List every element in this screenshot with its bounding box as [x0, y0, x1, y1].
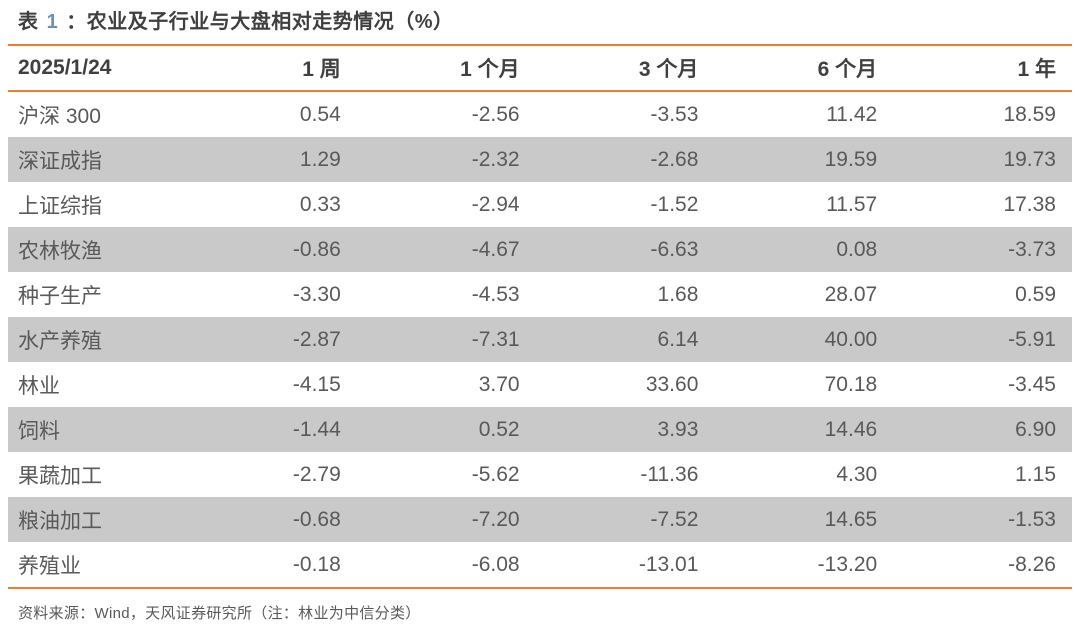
table-row: 饲料 -1.44 0.52 3.93 14.46 6.90	[8, 407, 1072, 452]
cell-value: -3.73	[1008, 237, 1056, 261]
cell-value: 3.70	[478, 372, 520, 396]
cell-value: -3.53	[650, 102, 699, 126]
row-label: 深证成指	[18, 149, 102, 173]
table-row: 果蔬加工 -2.79 -5.62 -11.36 4.30 1.15	[8, 452, 1072, 497]
cell-value: 19.59	[824, 147, 878, 171]
table-title-prefix: 表	[18, 11, 39, 33]
table-title-text: ：农业及子行业与大盘相对走势情况（%）	[66, 11, 454, 33]
cell-value: 1.68	[657, 282, 699, 306]
table-title-number: 1	[46, 11, 59, 33]
table-row: 水产养殖 -2.87 -7.31 6.14 40.00 -5.91	[8, 317, 1072, 362]
cell-value: 11.42	[826, 102, 878, 126]
row-label: 种子生产	[18, 284, 102, 308]
cell-value: 0.59	[1015, 282, 1056, 306]
cell-value: -4.67	[471, 237, 520, 261]
header-1y: 1 年	[893, 45, 1072, 92]
cell-value: 14.46	[824, 417, 878, 441]
table-row: 种子生产 -3.30 -4.53 1.68 28.07 0.59	[8, 272, 1072, 317]
cell-value: -1.52	[650, 192, 699, 216]
cell-value: 6.14	[657, 327, 699, 351]
relative-performance-table: 2025/1/24 1 周 1 个月 3 个月 6 个月 1 年 沪深 300 …	[8, 44, 1072, 589]
cell-value: -4.15	[292, 372, 341, 396]
relative-performance-table-wrap: 2025/1/24 1 周 1 个月 3 个月 6 个月 1 年 沪深 300 …	[8, 44, 1072, 589]
cell-value: -13.01	[638, 552, 699, 576]
cell-value: -2.87	[292, 327, 341, 351]
cell-value: 0.54	[299, 102, 341, 126]
cell-value: -13.20	[817, 552, 878, 576]
cell-value: -2.56	[471, 102, 520, 126]
cell-value: 6.90	[1015, 417, 1056, 441]
cell-value: -3.45	[1008, 372, 1056, 396]
cell-value: 19.73	[1003, 147, 1056, 171]
header-6m: 6 个月	[714, 45, 894, 92]
table-row: 深证成指 1.29 -2.32 -2.68 19.59 19.73	[8, 137, 1072, 182]
table-title: 表 1 ：农业及子行业与大盘相对走势情况（%）	[0, 0, 1080, 35]
row-label: 农林牧渔	[18, 239, 102, 263]
cell-value: -7.20	[471, 507, 520, 531]
cell-value: -11.36	[640, 462, 699, 486]
header-3m: 3 个月	[535, 45, 715, 92]
cell-value: -2.79	[292, 462, 341, 486]
cell-value: -3.30	[292, 282, 341, 306]
cell-value: 4.30	[836, 462, 878, 486]
table-row: 农林牧渔 -0.86 -4.67 -6.63 0.08 -3.73	[8, 227, 1072, 272]
header-row: 2025/1/24 1 周 1 个月 3 个月 6 个月 1 年	[8, 45, 1072, 92]
table-row: 粮油加工 -0.68 -7.20 -7.52 14.65 -1.53	[8, 497, 1072, 542]
cell-value: 1.29	[299, 147, 341, 171]
header-1w: 1 周	[178, 45, 357, 92]
cell-value: 17.38	[1003, 192, 1056, 216]
table-header: 2025/1/24 1 周 1 个月 3 个月 6 个月 1 年	[8, 45, 1072, 92]
cell-value: -5.62	[471, 462, 520, 486]
source-note: 资料来源：Wind，天风证券研究所（注：林业为中信分类）	[18, 605, 421, 622]
row-label: 养殖业	[18, 554, 81, 578]
row-label: 果蔬加工	[18, 464, 102, 488]
cell-value: -0.18	[292, 552, 341, 576]
cell-value: 33.60	[645, 372, 699, 396]
row-label: 水产养殖	[18, 329, 102, 353]
cell-value: 11.57	[826, 192, 878, 216]
cell-value: -0.86	[292, 237, 341, 261]
cell-value: 1.15	[1015, 462, 1056, 486]
row-label: 沪深 300	[18, 104, 101, 128]
cell-value: 0.08	[836, 237, 878, 261]
table-row: 上证综指 0.33 -2.94 -1.52 11.57 17.38	[8, 182, 1072, 227]
cell-value: -7.31	[471, 327, 520, 351]
cell-value: 70.18	[824, 372, 878, 396]
cell-value: -0.68	[292, 507, 341, 531]
cell-value: 0.52	[478, 417, 520, 441]
cell-value: 3.93	[657, 417, 699, 441]
table-row: 养殖业 -0.18 -6.08 -13.01 -13.20 -8.26	[8, 542, 1072, 588]
cell-value: -4.53	[471, 282, 520, 306]
cell-value: 0.33	[299, 192, 341, 216]
row-label: 上证综指	[18, 194, 102, 218]
cell-value: -8.26	[1008, 552, 1056, 576]
cell-value: -2.68	[650, 147, 699, 171]
table-row: 林业 -4.15 3.70 33.60 70.18 -3.45	[8, 362, 1072, 407]
cell-value: 40.00	[824, 327, 878, 351]
header-1m: 1 个月	[356, 45, 536, 92]
header-date: 2025/1/24	[8, 45, 178, 92]
row-label: 粮油加工	[18, 509, 102, 533]
cell-value: -1.53	[1008, 507, 1056, 531]
cell-value: 18.59	[1003, 102, 1056, 126]
cell-value: 14.65	[824, 507, 878, 531]
cell-value: -6.63	[650, 237, 699, 261]
cell-value: -5.91	[1008, 327, 1056, 351]
row-label: 林业	[18, 374, 60, 398]
cell-value: 28.07	[824, 282, 878, 306]
cell-value: -6.08	[471, 552, 520, 576]
cell-value: -2.94	[471, 192, 520, 216]
cell-value: -7.52	[650, 507, 699, 531]
cell-value: -2.32	[471, 147, 520, 171]
cell-value: -1.44	[292, 417, 341, 441]
table-body: 沪深 300 0.54 -2.56 -3.53 11.42 18.59 深证成指…	[8, 91, 1072, 588]
table-row: 沪深 300 0.54 -2.56 -3.53 11.42 18.59	[8, 91, 1072, 137]
row-label: 饲料	[18, 419, 60, 443]
